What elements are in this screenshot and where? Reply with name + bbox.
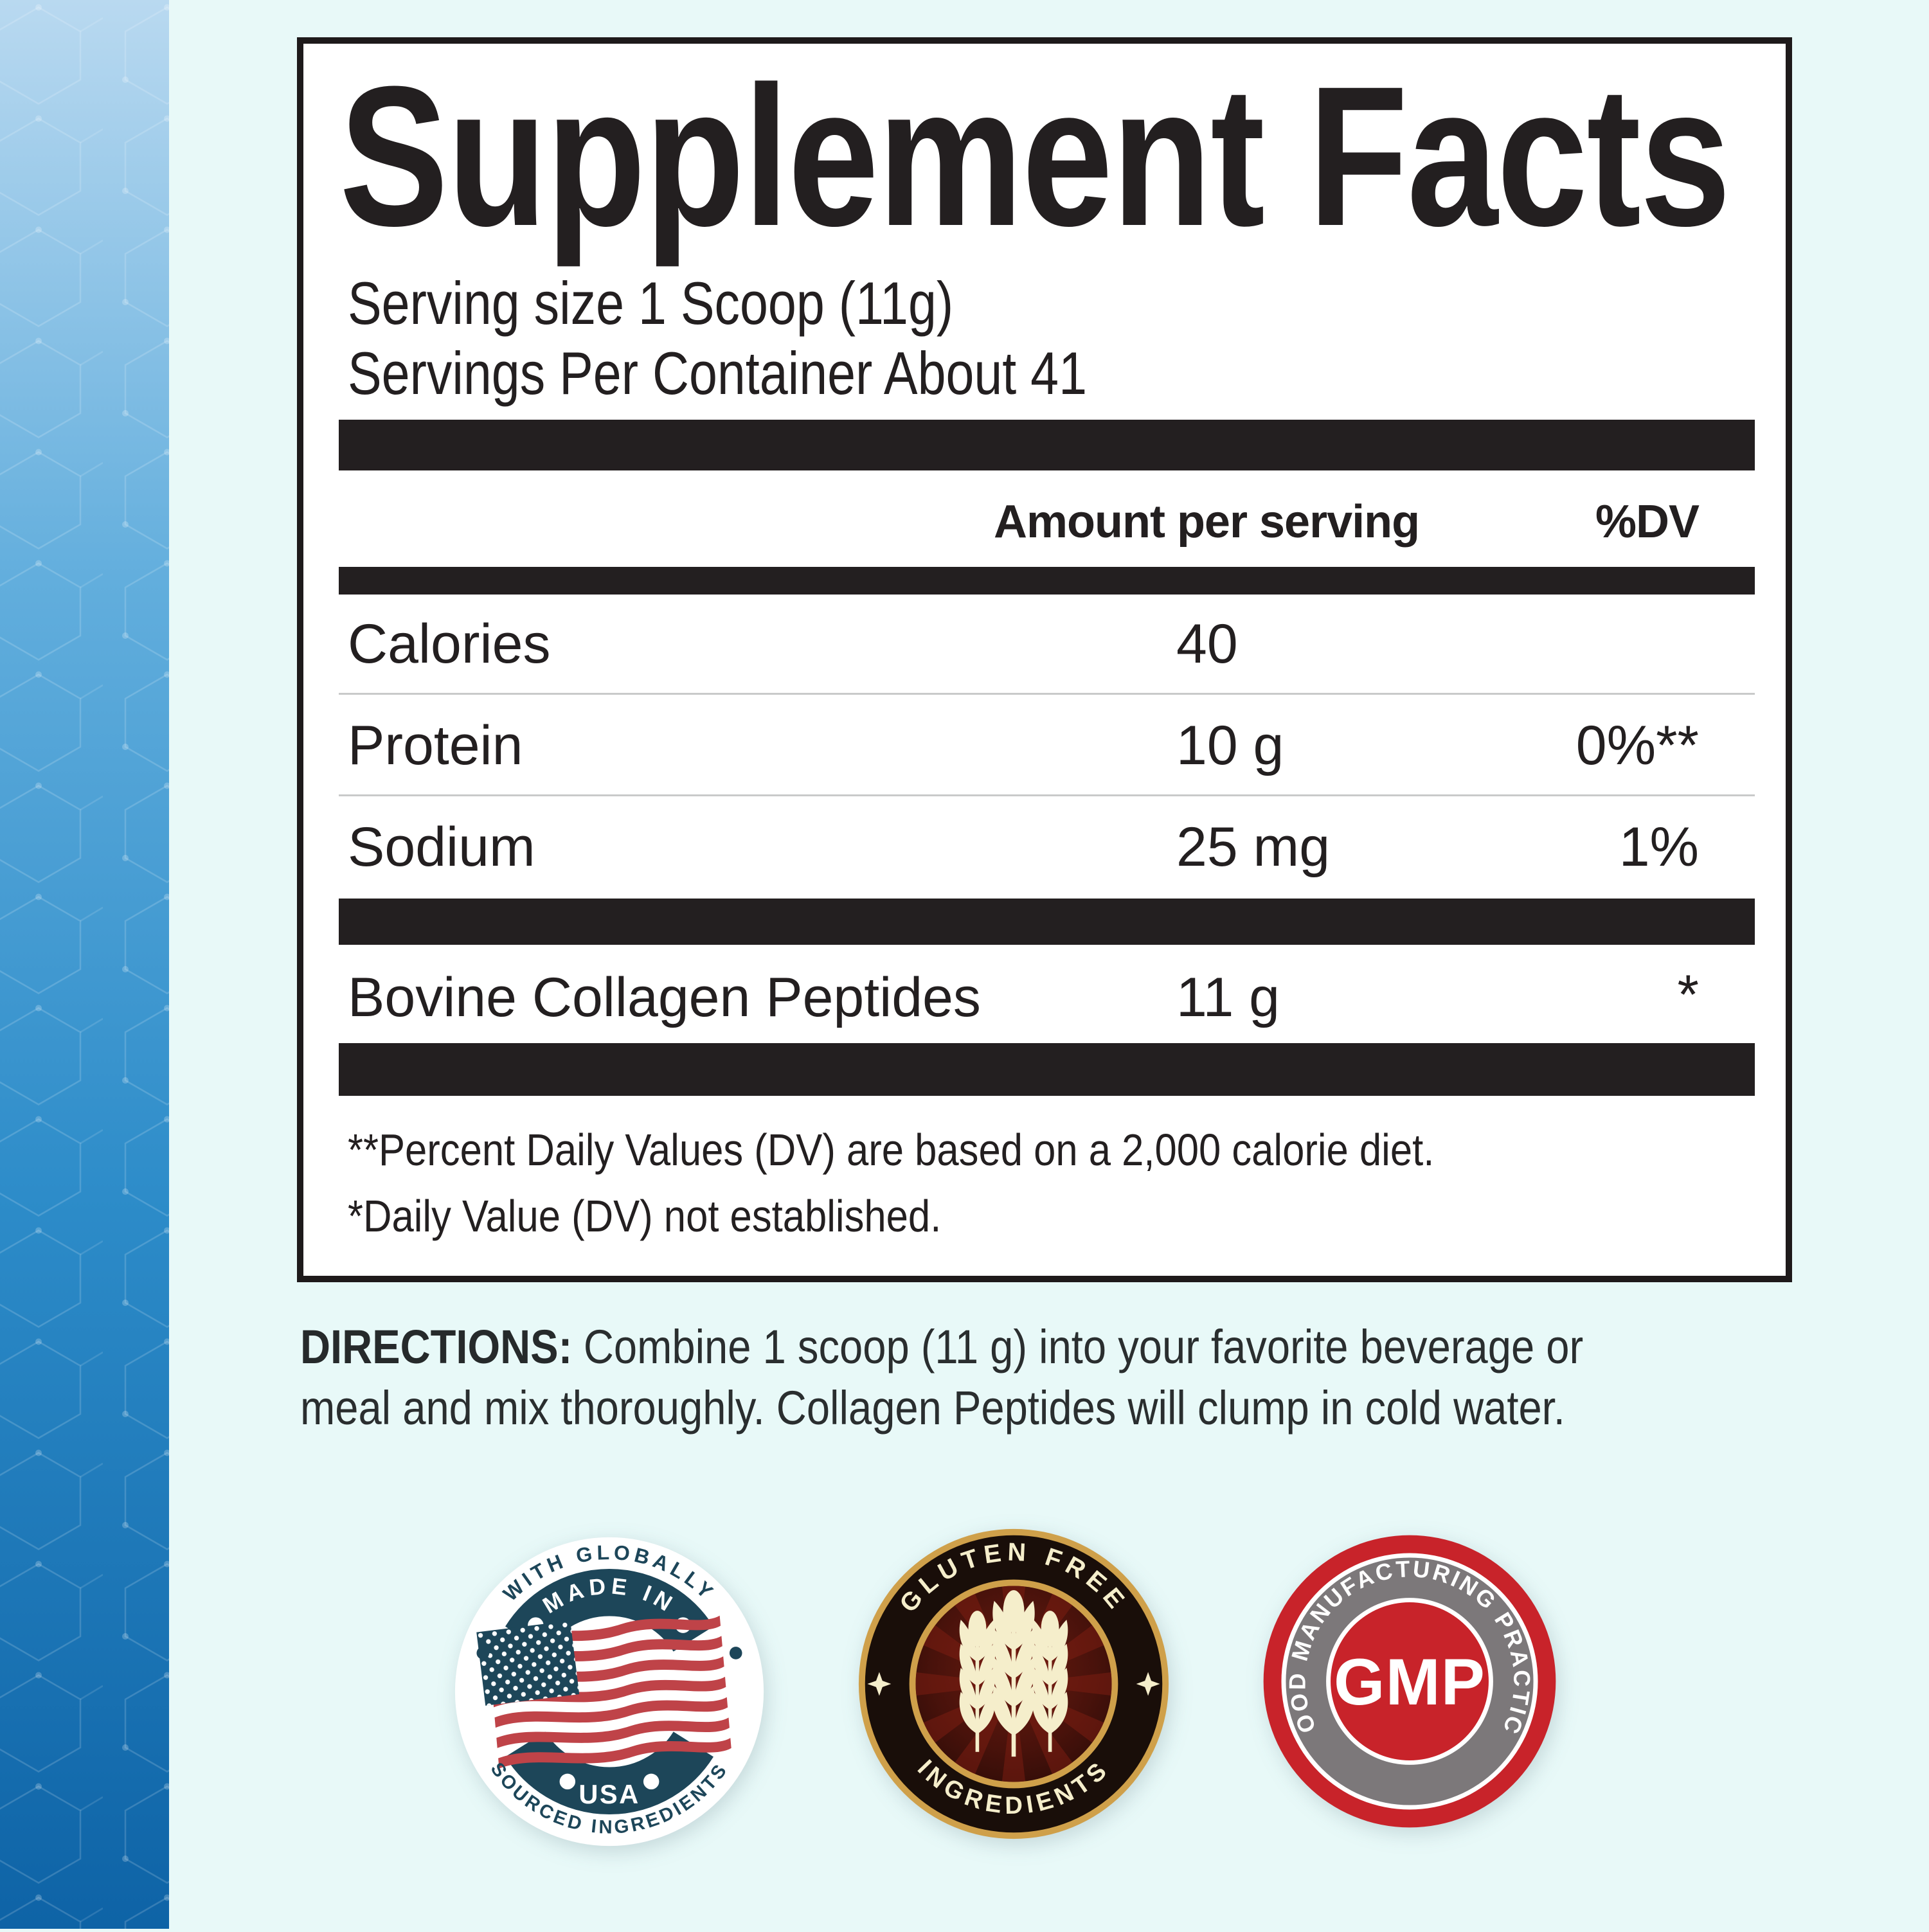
row-separator <box>339 693 1755 695</box>
table-row-amount: 40 <box>1176 613 1238 675</box>
column-header-dv: %DV <box>1595 496 1700 548</box>
gmp-center-disc <box>1331 1602 1489 1760</box>
column-header-amount: Amount per serving <box>994 496 1420 548</box>
gmp-center-text: GMP <box>1334 1645 1485 1719</box>
band-dot <box>559 1773 576 1790</box>
left-accent-stripe <box>0 0 169 1929</box>
directions-text-line1: Combine 1 scoop (11 g) into your favorit… <box>583 1320 1584 1373</box>
ingredient-row-amount: 11 g <box>1176 967 1280 1028</box>
table-row-label: Sodium <box>348 816 535 878</box>
footnote-percent-dv: **Percent Daily Values (DV) are based on… <box>348 1127 1583 1172</box>
band-dot <box>643 1773 659 1790</box>
outer-dot <box>729 1647 742 1659</box>
directions-label: DIRECTIONS: <box>300 1320 573 1373</box>
usa-badge-top-band <box>505 1569 713 1652</box>
directions-text-line2: meal and mix thoroughly. Collagen Peptid… <box>300 1381 1565 1435</box>
star-icon <box>1136 1672 1160 1696</box>
serving-size-text: Serving size 1 Scoop (11g) <box>348 273 1069 334</box>
divider-bar-header <box>339 567 1755 595</box>
row-separator <box>339 794 1755 796</box>
outer-dot <box>476 1647 490 1659</box>
table-row-dv: 1% <box>1619 816 1699 878</box>
table-row-amount: 25 mg <box>1176 816 1331 878</box>
made-in-usa-badge: MADE IN USA WITH GLOBALLY SOURCED INGR <box>454 1537 764 1847</box>
ingredient-row-label: Bovine Collagen Peptides <box>348 967 981 1028</box>
directions-line1: DIRECTIONS: Combine 1 scoop (11 g) into y… <box>300 1316 1758 1377</box>
ingredient-row-dv: * <box>1677 964 1699 1026</box>
gluten-free-badge: GLUTEN FREE INGREDIENTS <box>858 1528 1169 1839</box>
table-row-label: Protein <box>348 715 523 776</box>
wheat-icon <box>960 1590 1068 1757</box>
directions-paragraph: DIRECTIONS: Combine 1 scoop (11 g) into y… <box>300 1316 1758 1438</box>
usa-text: USA <box>579 1779 640 1809</box>
directions-line2: meal and mix thoroughly. Collagen Peptid… <box>300 1377 1758 1438</box>
usa-flag-icon <box>476 1612 732 1772</box>
serving-size-value: Serving size 1 Scoop (11g) <box>348 269 954 337</box>
panel-title: Supplement Facts <box>339 44 1731 267</box>
servings-per-container-value: Servings Per Container About 41 <box>348 339 1088 407</box>
table-row-amount: 10 g <box>1176 715 1284 776</box>
table-row-dv: 0%** <box>1575 715 1699 776</box>
footnote-dv-not-established: *Daily Value (DV) not established. <box>348 1194 1022 1239</box>
gmp-badge: GOOD MANUFACTURING PRACTICE GMP <box>1261 1532 1556 1828</box>
servings-per-container-text: Servings Per Container About 41 <box>348 343 1228 404</box>
divider-bar-thick-top <box>339 420 1755 470</box>
divider-bar-ingredient-bottom <box>339 1043 1755 1096</box>
star-icon <box>867 1672 892 1696</box>
footnote-text: **Percent Daily Values (DV) are based on… <box>348 1125 1435 1175</box>
footnote-text: *Daily Value (DV) not established. <box>348 1191 942 1241</box>
usa-badge-bottom-band <box>505 1731 713 1814</box>
hexagon-pattern-graphic <box>0 0 169 1929</box>
divider-bar-ingredient-top <box>339 899 1755 945</box>
table-row-label: Calories <box>348 613 551 675</box>
